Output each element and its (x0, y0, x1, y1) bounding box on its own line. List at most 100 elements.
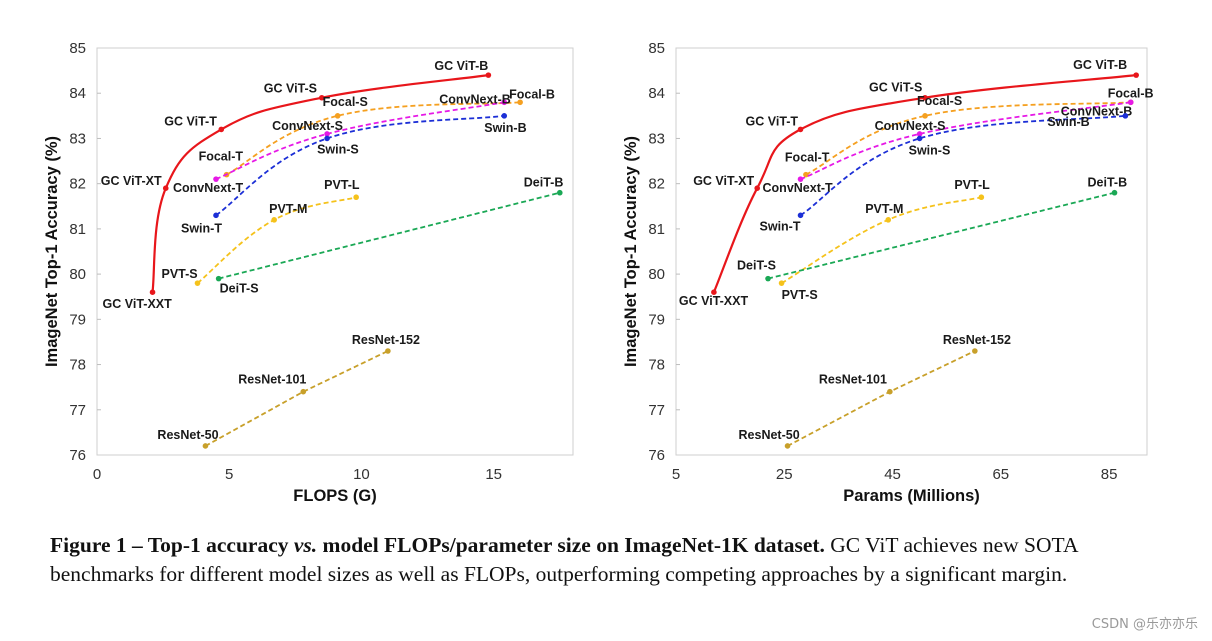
params-line-resnet (787, 350, 976, 447)
caption-italic: vs. (293, 533, 318, 557)
params-point-resnet-50 (784, 443, 791, 449)
params-y-tick-label: 80 (648, 266, 665, 283)
params-series-swin: Swin-T Swin-S Swin-B (760, 113, 1129, 233)
params-label-gc-vit-xxt: GC ViT-XXT (679, 294, 749, 308)
params-chart: 76 77 78 79 80 81 82 83 84 85 5 25 45 65 85 Params (Mil… (622, 40, 1154, 505)
flops-label-resnet-50: ResNet-50 (157, 428, 218, 442)
params-line-focal (805, 101, 1131, 176)
flops-x-axis-title: FLOPS (G) (293, 487, 376, 505)
params-y-tick-label: 81 (648, 221, 665, 238)
flops-label-gc-vit-xt: GC ViT-XT (101, 174, 162, 188)
params-point-convnext-b (1127, 99, 1134, 106)
params-point-gc-vit-t (797, 126, 804, 133)
params-label-resnet-101: ResNet-101 (819, 373, 887, 387)
params-label-gc-vit-xt: GC ViT-XT (693, 174, 754, 188)
params-series-convnext: ConvNext-T ConvNext-S ConvNext-B (763, 99, 1134, 195)
params-x-tick-label: 45 (884, 466, 901, 483)
params-label-convnext-b: ConvNext-B (1061, 104, 1133, 118)
watermark: CSDN @乐亦亦乐 (1091, 617, 1198, 632)
flops-x-tick-label: 15 (485, 466, 502, 483)
caption-text: GC ViT achieves new SOTA benchmarks for … (50, 533, 1078, 586)
flops-label-swin-t: Swin-T (181, 221, 222, 235)
caption-bold-2: model FLOPs/parameter size on ImageNet-1… (317, 533, 825, 557)
params-y-tick-label: 77 (648, 402, 665, 419)
flops-label-convnext-s: ConvNext-S (272, 119, 343, 133)
params-point-focal-s (922, 113, 928, 119)
flops-x-tick-label: 10 (353, 466, 370, 483)
params-label-focal-b: Focal-B (1108, 86, 1154, 100)
params-point-deit-b (1111, 189, 1118, 196)
flops-line-resnet (204, 350, 389, 447)
flops-point-swin-t (213, 212, 219, 219)
params-y-tick-label: 76 (648, 447, 665, 464)
params-y-tick-label: 78 (648, 357, 665, 374)
flops-y-tick-label: 84 (69, 85, 86, 102)
flops-y-tick-label: 78 (69, 357, 86, 374)
params-point-swin-t (797, 212, 804, 219)
flops-plot-frame (96, 47, 574, 456)
flops-series-gc-vit: GC ViT-XXT GC ViT-XT GC ViT-T GC ViT-S GC Vi… (101, 59, 492, 311)
params-y-tick-label: 79 (648, 311, 665, 328)
flops-x-tick-label: 5 (225, 466, 233, 483)
params-point-gc-vit-b (1133, 72, 1139, 78)
flops-point-gc-vit-xxt (149, 289, 156, 296)
flops-label-deit-b: DeiT-B (524, 176, 564, 190)
params-y-axis-title: ImageNet Top-1 Accuracy (%) (622, 136, 640, 367)
flops-point-gc-vit-xt (162, 185, 169, 191)
params-point-deit-s (765, 275, 771, 282)
flops-point-resnet-152 (385, 348, 391, 354)
flops-label-gc-vit-b: GC ViT-B (434, 59, 488, 73)
flops-point-resnet-101 (300, 388, 307, 395)
figure-charts: 76 77 78 79 80 81 82 83 84 85 0 5 10 15 FLOPS (G) Image… (43, 40, 1154, 505)
flops-line-deit (218, 191, 561, 280)
figure-caption: Figure 1 – Top-1 accuracy vs. model FLOP… (50, 531, 1180, 589)
flops-point-gc-vit-t (218, 126, 225, 133)
params-label-pvt-m: PVT-M (865, 202, 903, 216)
flops-series-deit: DeiT-S DeiT-B (215, 176, 564, 296)
params-point-pvt-l (978, 194, 985, 201)
params-plot-frame (675, 47, 1148, 456)
flops-label-pvt-m: PVT-M (269, 202, 307, 216)
params-label-convnext-t: ConvNext-T (763, 181, 834, 195)
params-y-tick-label: 84 (648, 85, 665, 102)
params-series-resnet: ResNet-50 ResNet-101 ResNet-152 (739, 333, 1011, 449)
params-label-gc-vit-t: GC ViT-T (746, 114, 799, 128)
params-label-gc-vit-s: GC ViT-S (869, 81, 922, 95)
flops-label-convnext-b: ConvNext-B (439, 92, 511, 106)
flops-point-pvt-s (194, 280, 201, 286)
flops-point-convnext-b (501, 99, 508, 106)
params-point-gc-vit-xt (754, 185, 761, 191)
flops-point-convnext-s (324, 131, 330, 137)
flops-label-gc-vit-s: GC ViT-S (264, 82, 317, 96)
params-label-resnet-152: ResNet-152 (943, 333, 1011, 347)
params-label-swin-t: Swin-T (760, 219, 801, 233)
params-series-focal: Focal-T Focal-S Focal-B (785, 86, 1154, 178)
params-point-gc-vit-xxt (711, 289, 717, 296)
flops-point-gc-vit-b (485, 72, 492, 78)
params-label-convnext-s: ConvNext-S (875, 119, 946, 133)
flops-series-pvt: PVT-S PVT-M PVT-L (161, 178, 360, 286)
flops-point-deit-b (556, 189, 563, 196)
flops-label-pvt-s: PVT-S (161, 267, 197, 281)
params-line-swin (800, 114, 1126, 217)
flops-y-tick-label: 76 (69, 447, 86, 464)
flops-y-tick-label: 82 (69, 176, 86, 193)
params-y-tick-label: 82 (648, 176, 665, 193)
flops-point-resnet-50 (202, 443, 209, 449)
flops-label-deit-s: DeiT-S (220, 282, 259, 296)
params-x-tick-label: 5 (672, 466, 680, 483)
params-label-pvt-l: PVT-L (954, 178, 990, 192)
flops-point-swin-b (501, 113, 508, 119)
flops-chart: 76 77 78 79 80 81 82 83 84 85 0 5 10 15 FLOPS (G) Image… (43, 40, 574, 505)
params-label-focal-t: Focal-T (785, 151, 830, 165)
flops-y-tick-label: 80 (69, 266, 86, 283)
params-x-tick-label: 65 (992, 466, 1009, 483)
params-label-resnet-50: ResNet-50 (739, 428, 800, 442)
flops-x-tick-label: 0 (93, 466, 101, 483)
flops-y-axis-title: ImageNet Top-1 Accuracy (%) (43, 136, 61, 367)
flops-point-swin-s (324, 135, 330, 142)
params-label-gc-vit-b: GC ViT-B (1073, 58, 1127, 72)
flops-point-deit-s (215, 275, 222, 282)
params-label-deit-s: DeiT-S (737, 259, 776, 273)
flops-line-convnext (215, 101, 505, 180)
